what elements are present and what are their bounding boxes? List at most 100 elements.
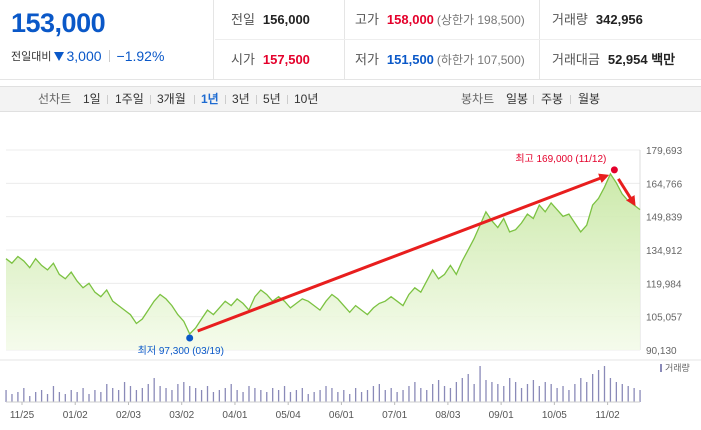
- volume-bar: [331, 388, 333, 402]
- volume-bar: [378, 384, 380, 402]
- volume-bar: [467, 374, 469, 402]
- lower-limit: (하한가 107,500): [436, 53, 525, 67]
- x-tick-label: 03/02: [169, 410, 194, 421]
- volume-bar: [94, 390, 96, 402]
- stat-prev-close: 전일 156,000: [231, 0, 310, 40]
- volume-bar: [76, 392, 78, 402]
- stat-amount: 거래대금 52,954 백만: [552, 40, 675, 80]
- trend-arrow: [197, 173, 610, 333]
- volume-bar: [562, 386, 564, 402]
- stat-low: 저가 151,500 (하한가 107,500): [355, 40, 525, 80]
- candle-weekly[interactable]: 주봉: [541, 92, 564, 106]
- change-row: 전일대비 3,000 −1.92%: [11, 48, 164, 64]
- volume-bar: [230, 384, 232, 402]
- y-tick-label: 105,057: [646, 313, 683, 324]
- stat-label: 고가: [355, 12, 379, 27]
- divider: [107, 95, 108, 104]
- divider: [108, 50, 110, 62]
- volume-bar: [177, 384, 179, 402]
- stat-label: 전일: [231, 12, 255, 27]
- down-triangle-icon: [54, 51, 65, 61]
- volume-bar: [88, 394, 90, 402]
- volume-bar: [289, 392, 292, 402]
- high-marker: [610, 166, 618, 174]
- low-marker: [186, 334, 194, 342]
- volume-bar: [100, 392, 102, 402]
- volume-bar: [112, 388, 114, 402]
- volume-bar: [248, 386, 250, 402]
- x-tick-label: 09/01: [489, 410, 514, 421]
- stats-table: 전일 156,000 고가 158,000 (상한가 198,500) 거래량 342,…: [215, 0, 701, 80]
- volume-bar: [159, 386, 161, 402]
- volume-bar: [586, 382, 588, 402]
- volume-bar: [153, 378, 155, 402]
- period-1y[interactable]: 1년: [201, 92, 219, 106]
- volume-bar: [46, 394, 49, 402]
- volume-bar: [485, 380, 487, 402]
- volume-bar: [360, 392, 363, 402]
- volume-bar: [141, 388, 143, 402]
- price-line: [5, 172, 641, 336]
- stats-row: 전일 156,000 고가 158,000 (상한가 198,500) 거래량 342,…: [215, 0, 701, 40]
- volume-bar: [432, 384, 434, 402]
- volume-bar: [603, 366, 606, 402]
- volume-bar: [461, 378, 463, 402]
- volume-bar: [64, 394, 66, 402]
- x-tick-label: 01/02: [63, 410, 88, 421]
- divider: [570, 95, 571, 104]
- volume-bar: [189, 386, 191, 402]
- volume-bar: [40, 390, 43, 402]
- stat-high: 고가 158,000 (상한가 198,500): [355, 0, 525, 40]
- stat-open: 시가 157,500: [231, 40, 310, 80]
- period-3m[interactable]: 3개월: [157, 92, 186, 106]
- price-chart: 179,693 164,766 149,839 134,912 119,984 105,0…: [0, 146, 701, 421]
- low-label: 최저 97,300 (03/19): [138, 345, 224, 357]
- volume-bar: [503, 386, 505, 402]
- volume-bar: [550, 384, 552, 402]
- candle-chart-label: 봉차트: [461, 92, 495, 106]
- price-box: 153,000 전일대비 3,000 −1.92%: [0, 0, 214, 80]
- period-10y[interactable]: 10년: [294, 92, 319, 106]
- divider: [256, 95, 257, 104]
- volume-bar: [580, 378, 582, 402]
- volume-bar: [183, 382, 185, 402]
- period-1d[interactable]: 1일: [83, 92, 101, 106]
- period-3y[interactable]: 3년: [232, 92, 250, 106]
- volume-bar: [58, 392, 61, 402]
- divider: [533, 95, 534, 104]
- volume-bar: [206, 386, 209, 402]
- volume-bar: [295, 390, 298, 402]
- volume-bar: [23, 388, 25, 402]
- stats-row: 시가 157,500 저가 151,500 (하한가 107,500) 거래대금 52,…: [215, 40, 701, 80]
- change-percent: −1.92%: [116, 48, 165, 64]
- volume-bar: [35, 392, 37, 402]
- volume-bar: [568, 390, 570, 402]
- volume-bar: [195, 388, 197, 402]
- price-area: [6, 173, 640, 350]
- volume-bar: [366, 390, 369, 402]
- change-value: 3,000: [66, 48, 102, 64]
- stat-value: 342,956: [595, 12, 643, 27]
- candle-daily[interactable]: 일봉: [506, 92, 529, 106]
- volume-bar: [532, 380, 535, 402]
- candle-monthly[interactable]: 월봉: [578, 92, 601, 106]
- volume-bar: [218, 390, 221, 402]
- volume-bar: [402, 390, 404, 402]
- period-1w[interactable]: 1주일: [115, 92, 144, 106]
- volume-bar: [491, 382, 493, 402]
- x-tick-label: 06/01: [329, 410, 354, 421]
- volume-bar: [384, 390, 386, 402]
- upper-limit: (상한가 198,500): [436, 13, 525, 27]
- volume-bar: [283, 386, 286, 402]
- volume-bar: [609, 378, 612, 402]
- stat-label: 거래대금: [552, 52, 600, 67]
- volume-bar: [319, 390, 321, 402]
- volume-bar: [497, 384, 499, 402]
- volume-bar: [242, 392, 244, 402]
- volume-bar: [337, 392, 339, 402]
- period-5y[interactable]: 5년: [263, 92, 281, 106]
- volume-bar: [597, 370, 600, 402]
- volume-bar: [426, 390, 428, 402]
- volume-bar: [544, 382, 546, 402]
- volume-bar: [591, 374, 594, 402]
